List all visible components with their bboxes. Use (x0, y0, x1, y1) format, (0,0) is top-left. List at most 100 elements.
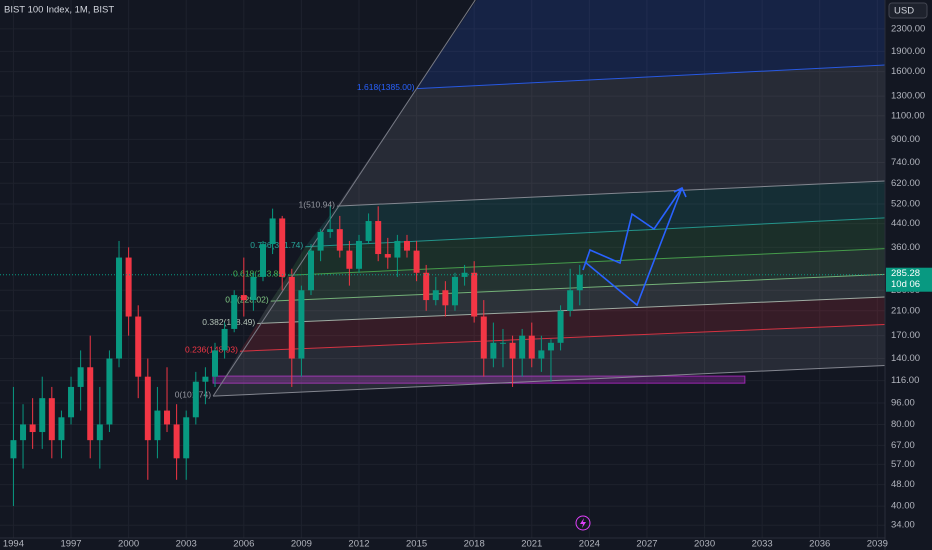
candle-body (336, 229, 343, 251)
fib-level-label: 1(510.94) (299, 199, 336, 209)
y-tick-label: 360.00 (891, 242, 920, 253)
candle-body (212, 350, 219, 377)
y-tick-label: 96.00 (891, 397, 915, 408)
candle-body (432, 290, 439, 301)
candle-body (394, 240, 401, 258)
x-tick-label: 2009 (291, 539, 312, 550)
x-tick-label: 2030 (694, 539, 715, 550)
fib-band (287, 217, 885, 276)
last-price-tag (886, 267, 932, 292)
candle-body (307, 250, 314, 291)
x-tick-label: 2027 (636, 539, 657, 550)
x-tick-label: 2003 (176, 539, 197, 550)
candle-body (106, 358, 113, 425)
candle-body (317, 231, 324, 251)
candle-body (365, 221, 372, 241)
y-tick-label: 1600.00 (891, 66, 925, 77)
candle-body (461, 272, 468, 277)
fib-level-label: 0.618(283.85) (233, 269, 286, 279)
x-tick-label: 2006 (233, 539, 254, 550)
y-tick-label: 170.00 (891, 330, 920, 341)
candle-body (77, 367, 84, 387)
y-tick-label: 116.00 (891, 375, 919, 386)
last-price-label: 285.28 (891, 268, 920, 279)
candle-body (375, 221, 382, 255)
candles (0, 206, 885, 507)
x-tick-label: 2036 (809, 539, 830, 550)
candle-body (403, 240, 410, 251)
candle-body (538, 350, 545, 359)
arrow-head (673, 186, 687, 198)
candle-body (202, 376, 209, 382)
candle-body (423, 272, 430, 301)
candle-body (346, 250, 353, 269)
y-tick-label: 1900.00 (891, 46, 925, 57)
x-tick-label: 2000 (118, 539, 139, 550)
x-tick-label: 1994 (3, 539, 24, 550)
candle-body (509, 342, 516, 359)
fib-band (305, 181, 885, 247)
candle-body (471, 272, 478, 317)
candle-body (499, 342, 506, 344)
projection-path (584, 187, 683, 307)
candle-body (355, 240, 362, 269)
candle-body (135, 316, 142, 377)
candle-body (240, 295, 247, 301)
y-tick-label: 34.00 (891, 520, 915, 531)
candle-body (288, 276, 295, 359)
x-tick-label: 1997 (60, 539, 81, 550)
y-tick-label: 620.00 (891, 178, 920, 189)
candle-body (298, 290, 305, 359)
x-tick-label: 2012 (348, 539, 369, 550)
x-tick-label: 2033 (752, 539, 773, 550)
y-tick-label: 80.00 (891, 419, 915, 430)
arrow-drawing (582, 186, 687, 307)
fib-channel: 0(101.74)0.236(148.93)0.382(188.49)0.5(2… (175, 0, 885, 399)
candle-body (528, 335, 535, 359)
candle-body (250, 276, 257, 301)
x-tick-label: 2018 (464, 539, 485, 550)
fib-level-line (213, 364, 885, 397)
fib-band (213, 324, 885, 397)
candle-body (39, 398, 46, 433)
x-tick-label: 2039 (867, 539, 888, 550)
lightning-glyph (580, 518, 586, 528)
candle-body (144, 376, 151, 441)
candle-body (154, 410, 161, 441)
candle-body (231, 295, 238, 329)
x-tick-label: 2015 (406, 539, 427, 550)
candle-body (20, 424, 27, 441)
candle-body (183, 417, 190, 459)
candle-body (87, 367, 94, 441)
candle-body (327, 229, 334, 232)
fib-level-label: 0.382(188.49) (202, 317, 255, 327)
y-tick-label: 57.00 (891, 459, 915, 470)
candle-body (384, 254, 391, 258)
y-tick-label: 900.00 (891, 134, 920, 145)
y-tick-label: 2300.00 (891, 23, 925, 34)
currency-button[interactable] (888, 2, 928, 19)
lightning-icon[interactable] (575, 515, 591, 531)
candle-body (576, 274, 583, 291)
y-tick-label: 67.00 (891, 440, 915, 451)
candle-body (48, 398, 55, 441)
support-zone (212, 375, 746, 384)
fib-level-label: 1.618(1385.00) (357, 82, 415, 92)
candle-body (413, 250, 420, 273)
candle-body (547, 342, 554, 351)
candle-body (116, 257, 123, 359)
y-tick-label: 1100.00 (891, 110, 925, 121)
fib-level-line (336, 180, 885, 207)
candle-body (260, 244, 267, 277)
currency-label[interactable]: USD (894, 6, 914, 17)
candle-body (221, 328, 228, 351)
y-tick-label: 520.00 (891, 199, 920, 210)
chart-title: BIST 100 Index, 1M, BIST (4, 5, 114, 16)
fib-level-label: 0.236(148.93) (185, 345, 238, 355)
candle-body (490, 342, 497, 359)
candle-body (269, 218, 276, 245)
candle-body (29, 424, 36, 433)
candle-body (442, 290, 449, 306)
trend-line (212, 0, 476, 397)
